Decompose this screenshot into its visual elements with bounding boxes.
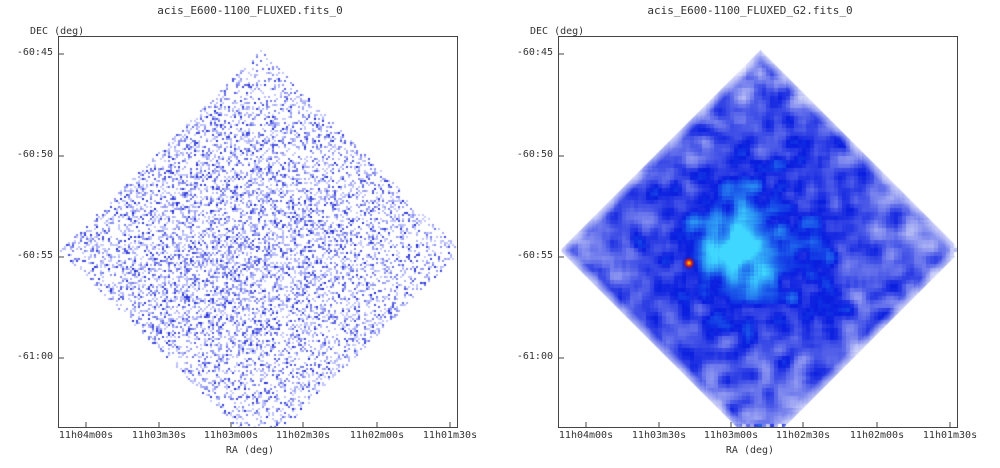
x-tick-label: 11h04m00s <box>58 430 114 441</box>
axes-frame <box>558 36 958 428</box>
x-tick-label: 11h02m30s <box>275 430 331 441</box>
axes-frame <box>58 36 458 428</box>
x-tick-label: 11h01m30s <box>422 430 478 441</box>
x-tick-label: 11h02m30s <box>775 430 831 441</box>
y-axis-label: DEC (deg) <box>530 26 585 37</box>
y-tick-label: -60:55 <box>16 250 53 261</box>
x-axis-label: RA (deg) <box>725 445 775 456</box>
right-panel: acis_E600-1100_FLUXED_G2.fits_0 DEC (deg… <box>500 0 1000 468</box>
heatmap-image <box>558 36 958 428</box>
plot-frame <box>558 36 958 428</box>
plot-frame <box>58 36 458 428</box>
y-tick-label: -60:55 <box>516 250 553 261</box>
chart-title: acis_E600-1100_FLUXED_G2.fits_0 <box>647 4 853 17</box>
y-tick-label: -60:50 <box>16 149 53 160</box>
chart-title: acis_E600-1100_FLUXED.fits_0 <box>157 4 343 17</box>
x-axis-label: RA (deg) <box>225 445 275 456</box>
plot-area <box>58 36 458 428</box>
x-tick-label: 11h03m00s <box>203 430 259 441</box>
y-tick-label: -61:00 <box>16 351 53 362</box>
plot-area <box>558 36 958 428</box>
y-axis-label: DEC (deg) <box>30 26 85 37</box>
x-tick-label: 11h03m30s <box>631 430 687 441</box>
x-tick-label: 11h01m30s <box>922 430 978 441</box>
y-tick-label: -60:50 <box>516 149 553 160</box>
y-tick-label: -61:00 <box>516 351 553 362</box>
x-tick-label: 11h03m30s <box>131 430 187 441</box>
x-tick-label: 11h02m00s <box>849 430 905 441</box>
y-tick-label: -60:45 <box>516 47 553 58</box>
x-tick-label: 11h02m00s <box>349 430 405 441</box>
heatmap-image <box>58 36 458 428</box>
x-tick-label: 11h03m00s <box>703 430 759 441</box>
x-tick-label: 11h04m00s <box>558 430 614 441</box>
y-tick-label: -60:45 <box>16 47 53 58</box>
left-panel: acis_E600-1100_FLUXED.fits_0 DEC (deg) -… <box>16 4 478 456</box>
